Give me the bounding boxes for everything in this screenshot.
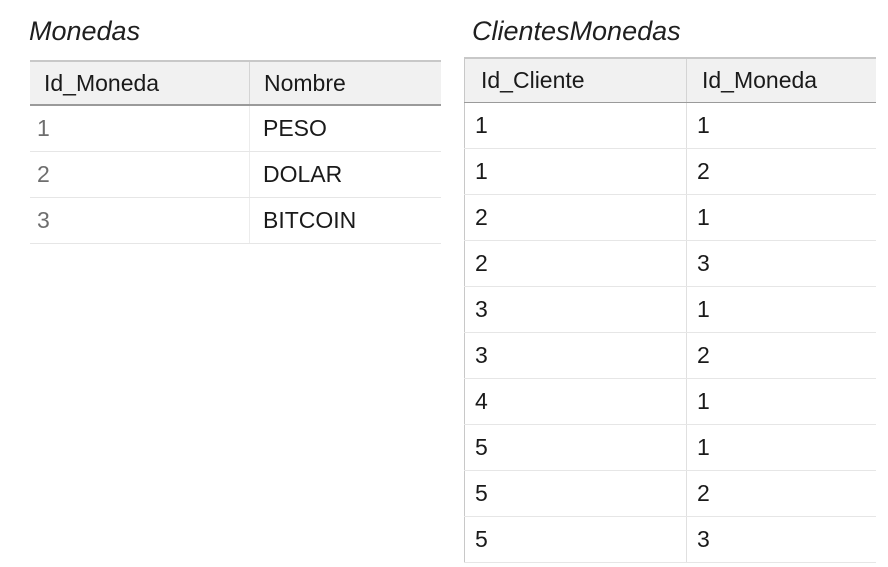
- table-cell[interactable]: 1: [30, 105, 250, 152]
- table-cell[interactable]: PESO: [249, 105, 441, 152]
- table-cell[interactable]: 5: [464, 516, 687, 563]
- table-cell[interactable]: 1: [686, 194, 876, 241]
- table-cell[interactable]: 2: [464, 240, 687, 287]
- table-row[interactable]: 5 2: [464, 470, 876, 517]
- table-row[interactable]: 1 1: [464, 102, 876, 149]
- table-cell[interactable]: 5: [464, 470, 687, 517]
- table-cell[interactable]: 1: [464, 102, 687, 149]
- monedas-title: Monedas: [29, 16, 141, 46]
- column-header-id-moneda[interactable]: Id_Moneda: [686, 58, 876, 103]
- table-cell[interactable]: 5: [464, 424, 687, 471]
- table-row[interactable]: 5 1: [464, 424, 876, 471]
- table-row[interactable]: 1 PESO: [30, 105, 441, 152]
- table-cell[interactable]: 3: [30, 197, 250, 244]
- table-cell[interactable]: 2: [30, 151, 250, 198]
- table-row[interactable]: 2 1: [464, 194, 876, 241]
- table-header-row: Id_Moneda Nombre: [30, 61, 441, 106]
- monedas-table: Id_Moneda Nombre 1 PESO 2 DOLAR 3 BITCOI…: [30, 60, 441, 244]
- table-row[interactable]: 3 BITCOIN: [30, 197, 441, 244]
- table-row[interactable]: 2 DOLAR: [30, 151, 441, 198]
- table-cell[interactable]: 3: [686, 240, 876, 287]
- table-cell[interactable]: 2: [686, 470, 876, 517]
- table-row[interactable]: 4 1: [464, 378, 876, 425]
- column-header-id-moneda[interactable]: Id_Moneda: [30, 61, 250, 106]
- table-cell[interactable]: 1: [686, 424, 876, 471]
- table-row[interactable]: 2 3: [464, 240, 876, 287]
- table-cell[interactable]: 3: [464, 332, 687, 379]
- table-cell[interactable]: 3: [464, 286, 687, 333]
- column-header-id-cliente[interactable]: Id_Cliente: [464, 58, 687, 103]
- table-row[interactable]: 1 2: [464, 148, 876, 195]
- table-cell[interactable]: 1: [686, 286, 876, 333]
- clientes-monedas-table: Id_Cliente Id_Moneda 1 1 1 2 2 1 2 3 3: [464, 57, 876, 563]
- table-header-row: Id_Cliente Id_Moneda: [464, 58, 876, 103]
- table-cell[interactable]: 2: [464, 194, 687, 241]
- table-cell[interactable]: 1: [686, 102, 876, 149]
- table-cell[interactable]: 2: [686, 148, 876, 195]
- table-cell[interactable]: 2: [686, 332, 876, 379]
- table-cell[interactable]: 1: [686, 378, 876, 425]
- table-cell[interactable]: 3: [686, 516, 876, 563]
- table-row[interactable]: 3 2: [464, 332, 876, 379]
- column-header-nombre[interactable]: Nombre: [249, 61, 441, 106]
- table-row[interactable]: 5 3: [464, 516, 876, 563]
- table-row[interactable]: 3 1: [464, 286, 876, 333]
- table-cell[interactable]: BITCOIN: [249, 197, 441, 244]
- clientes-monedas-title: ClientesMonedas: [472, 16, 681, 46]
- table-cell[interactable]: 1: [464, 148, 687, 195]
- table-cell[interactable]: DOLAR: [249, 151, 441, 198]
- table-cell[interactable]: 4: [464, 378, 687, 425]
